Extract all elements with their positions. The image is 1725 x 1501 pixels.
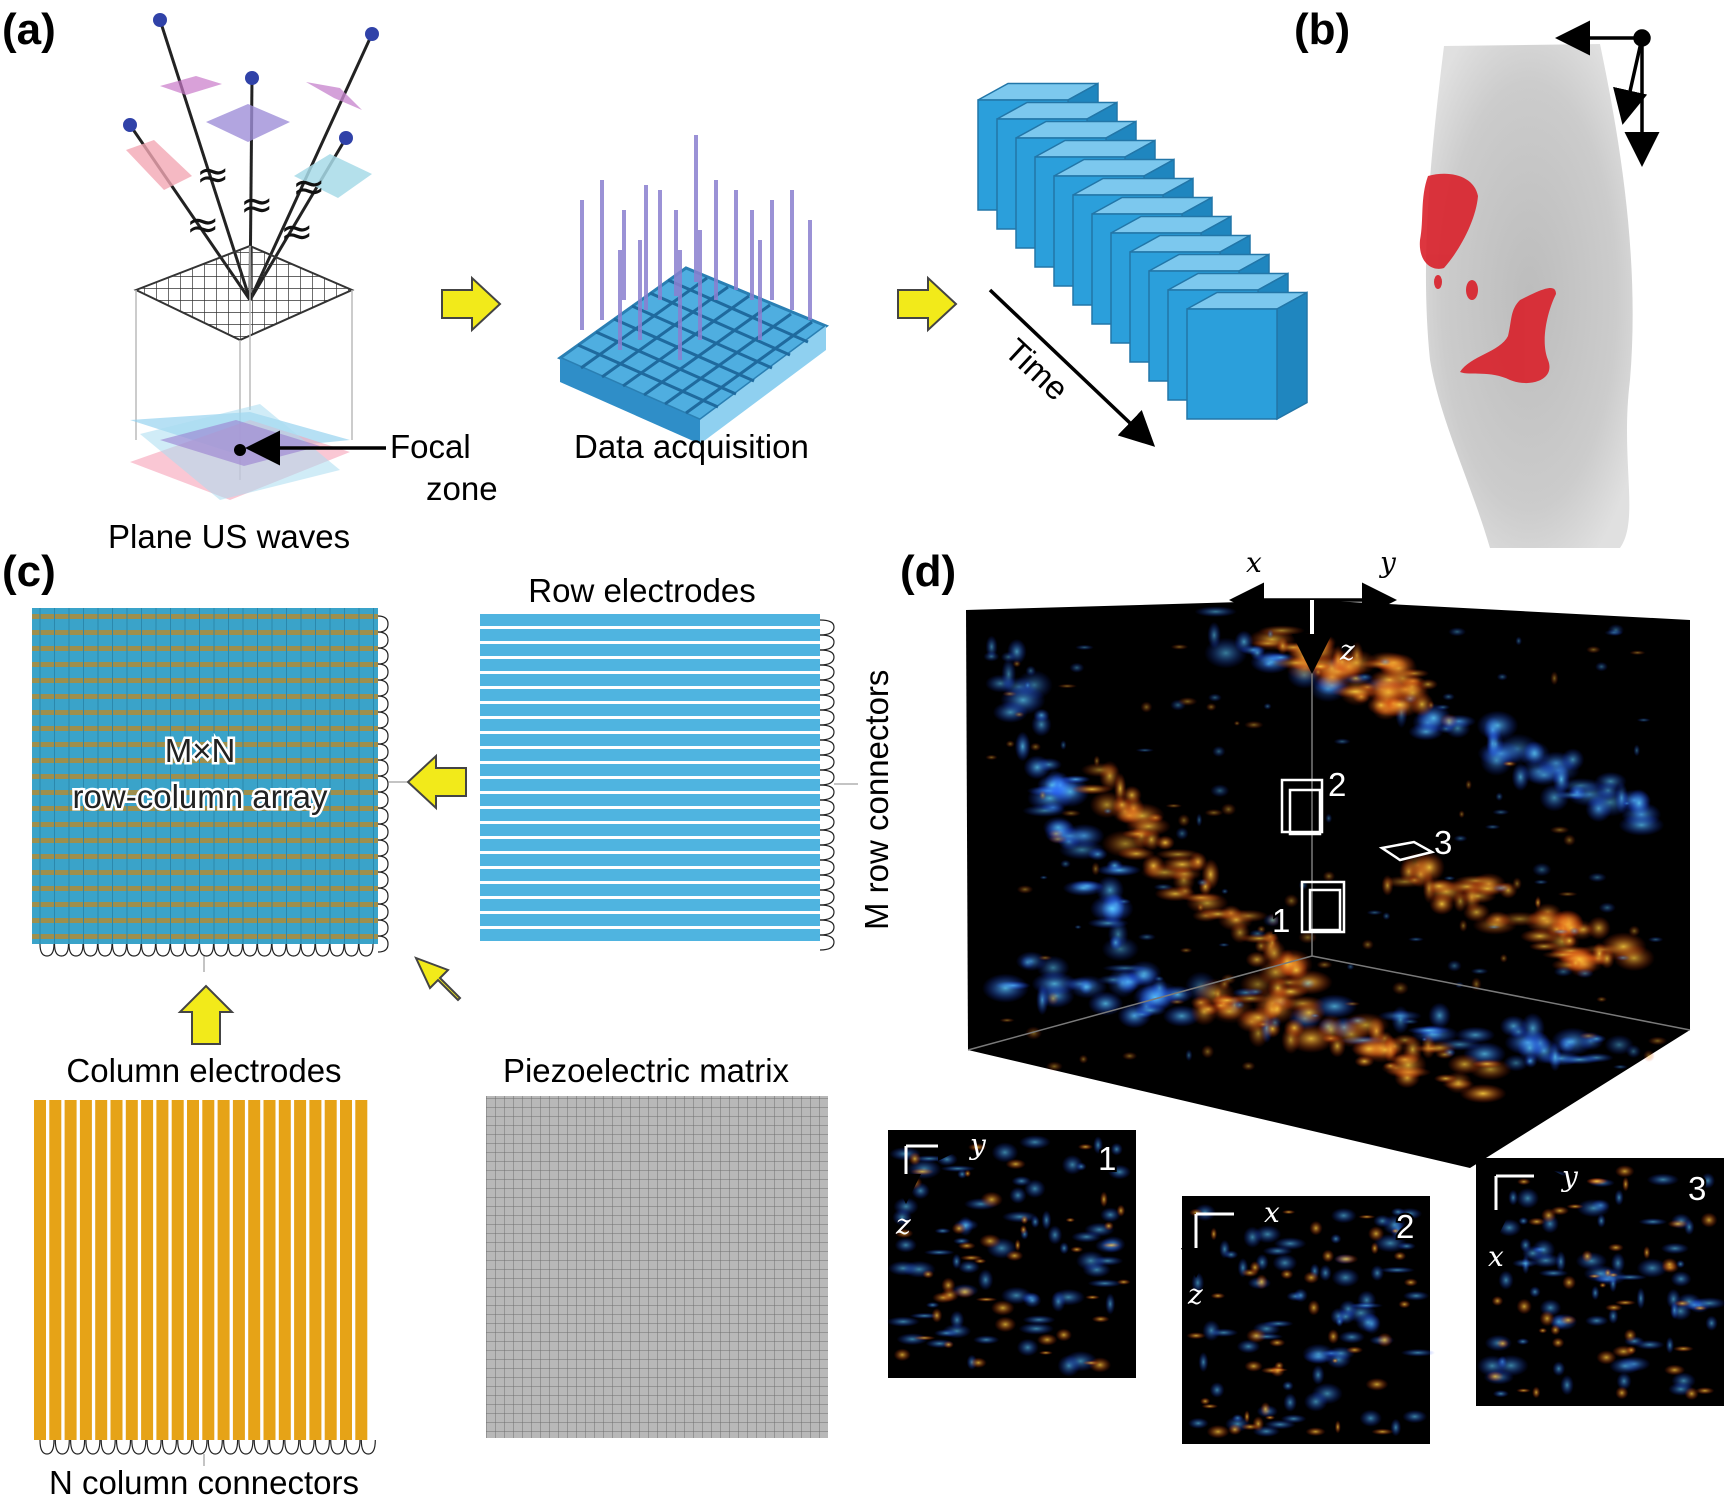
svg-text:≈: ≈ xyxy=(280,209,314,255)
volume-axis-y: y xyxy=(1378,546,1397,579)
panel-a: (a) ≈≈ ≈≈ ≈ xyxy=(2,5,1308,555)
roi-label-2: 2 xyxy=(1328,766,1346,803)
panel-b: (b) xyxy=(1294,5,1660,548)
panel-d-letter: (d) xyxy=(900,547,956,596)
time-label: Time xyxy=(998,331,1076,407)
vessel-red-structures xyxy=(1419,173,1556,384)
time-arrow xyxy=(988,288,1156,447)
inset-1-number: 1 xyxy=(1098,1140,1116,1177)
plane-wave-tiles xyxy=(126,76,372,198)
orientation-axes xyxy=(1555,20,1660,167)
piezo-label: Piezoelectric matrix xyxy=(503,1052,790,1089)
plane-waves-label: Plane US waves xyxy=(108,518,350,555)
column-connectors-label: N column connectors xyxy=(49,1464,359,1501)
inset-2-v-axis: z xyxy=(1187,1278,1203,1311)
array-column-connector-loops xyxy=(39,943,374,972)
inset-2: x z 2 xyxy=(1181,1196,1436,1444)
inset-3-number: 3 xyxy=(1688,1170,1706,1207)
row-connector-loops xyxy=(819,619,858,951)
roi-boxes xyxy=(1280,778,1436,934)
arrow-columns-to-array xyxy=(177,984,235,1045)
arrow-to-acquisition xyxy=(441,275,502,333)
acquisition-label: Data acquisition xyxy=(574,428,809,465)
svg-text:≈: ≈ xyxy=(292,164,326,210)
inset-3: y x 3 xyxy=(1476,1158,1725,1406)
svg-text:≈: ≈ xyxy=(196,152,230,198)
acquisition-matrix xyxy=(556,135,830,444)
rf-signal-spikes xyxy=(580,135,812,360)
row-electrodes-label: Row electrodes xyxy=(528,572,755,609)
array-row-stripes xyxy=(32,608,378,944)
focal-point xyxy=(234,444,246,456)
array-row-connector-loops xyxy=(377,615,408,953)
roi-label-1: 1 xyxy=(1272,902,1290,939)
inset-1-h-axis: y xyxy=(968,1128,987,1161)
arrow-rows-to-array xyxy=(406,753,467,811)
time-stack xyxy=(977,82,1308,421)
focal-label-line1: Focal xyxy=(390,428,471,465)
volume-axis-x: x xyxy=(1246,546,1262,579)
arrow-to-time-stack xyxy=(897,275,958,333)
panel-a-letter: (a) xyxy=(2,5,56,54)
panel-b-letter: (b) xyxy=(1294,5,1350,54)
inset-2-number: 2 xyxy=(1396,1208,1414,1245)
transducer-grid xyxy=(133,244,355,342)
volume-axis-z: z xyxy=(1339,634,1355,667)
array-label-line2: row-column array xyxy=(73,778,328,815)
microvessel-texture xyxy=(982,606,1668,1104)
inset-2-h-axis: x xyxy=(1264,1196,1280,1229)
svg-text:≈: ≈ xyxy=(186,202,220,248)
row-electrodes xyxy=(480,614,820,941)
row-connectors-label: M row connectors xyxy=(858,670,895,930)
column-connector-loops xyxy=(39,1439,376,1466)
inset-3-h-axis: y xyxy=(1560,1160,1579,1193)
panel-c-letter: (c) xyxy=(2,547,56,596)
panel-d: (d) x y z 1 2 3 xyxy=(886,546,1725,1444)
approx-symbols: ≈≈ ≈≈ ≈ xyxy=(186,152,326,255)
piezoelectric-matrix xyxy=(486,1096,828,1438)
probe-dots xyxy=(123,13,379,145)
array-label-line1: M×N xyxy=(165,732,236,769)
inset-3-v-axis: x xyxy=(1488,1240,1504,1273)
inset-1-v-axis: z xyxy=(895,1208,911,1241)
svg-text:≈: ≈ xyxy=(240,182,274,228)
focal-label-line2: zone xyxy=(426,470,498,507)
arrow-piezo-to-array xyxy=(414,956,462,1002)
inset-1: y z 1 xyxy=(886,1128,1136,1378)
column-electrodes-label: Column electrodes xyxy=(66,1052,341,1089)
roi-label-3: 3 xyxy=(1434,824,1452,861)
column-electrodes xyxy=(34,1100,368,1440)
panel-c: (c) M×N row-column array Row electrodes … xyxy=(2,547,895,1501)
